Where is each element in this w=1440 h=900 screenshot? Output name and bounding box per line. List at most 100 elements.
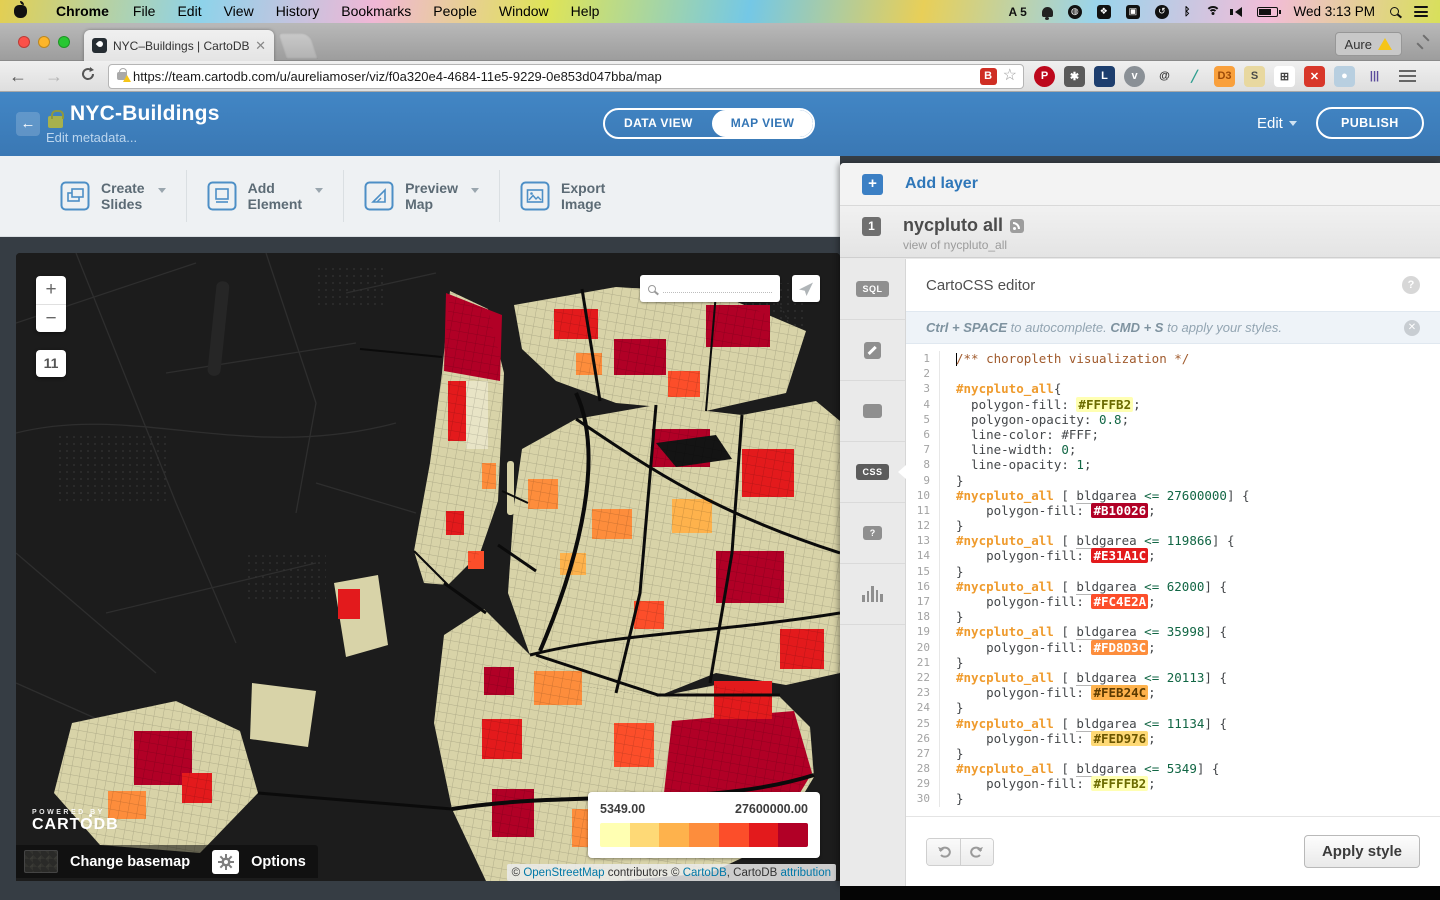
- redo-button[interactable]: [960, 838, 993, 865]
- tab-wizard[interactable]: [840, 320, 905, 381]
- preview-map-button[interactable]: Preview Map: [344, 170, 500, 222]
- back-button[interactable]: ←: [9, 65, 27, 86]
- add-layer-row[interactable]: + Add layer: [840, 163, 1440, 206]
- zoom-window-button[interactable]: [58, 36, 70, 48]
- scraper-icon[interactable]: S: [1244, 65, 1265, 87]
- code-line[interactable]: 18}: [906, 609, 1440, 625]
- at-mention-icon[interactable]: @: [1159, 70, 1170, 82]
- code-line[interactable]: 13 #nycpluto_all [ bldgarea <= 119866] {: [906, 533, 1440, 550]
- change-basemap-button[interactable]: Change basemap: [70, 853, 191, 870]
- menu-file[interactable]: File: [132, 3, 156, 19]
- minimize-window-button[interactable]: [38, 36, 50, 48]
- close-window-button[interactable]: [18, 36, 30, 48]
- https-warning-lock-icon[interactable]: [117, 68, 131, 82]
- code-line[interactable]: 22 #nycpluto_all [ bldgarea <= 20113] {: [906, 669, 1440, 686]
- edit-dropdown[interactable]: Edit: [1257, 115, 1297, 132]
- code-line[interactable]: 2: [906, 366, 1440, 382]
- create-slides-button[interactable]: Create Slides: [40, 170, 187, 222]
- layer-name[interactable]: nycpluto all: [903, 215, 1004, 235]
- export-image-button[interactable]: Export Image: [500, 170, 625, 222]
- locate-button[interactable]: [792, 275, 820, 302]
- dropbox-icon[interactable]: ❖: [1096, 4, 1111, 19]
- code-line[interactable]: 3 #nycpluto_all{: [906, 381, 1440, 397]
- menu-bookmarks[interactable]: Bookmarks: [341, 3, 412, 19]
- menu-people[interactable]: People: [433, 3, 477, 19]
- code-line[interactable]: 14 polygon-fill: #E31A1C;: [906, 548, 1440, 564]
- code-line[interactable]: 11 polygon-fill: #B10026;: [906, 502, 1440, 519]
- bookmark-star-icon[interactable]: ☆: [1002, 67, 1017, 84]
- code-line[interactable]: 1/** choropleth visualization */: [906, 351, 1440, 367]
- notifications-bell-icon[interactable]: [1041, 6, 1053, 20]
- new-tab-button[interactable]: [277, 33, 319, 59]
- code-line[interactable]: 15}: [906, 563, 1440, 579]
- layer-row[interactable]: 1 nycpluto all view of nycpluto_all: [840, 206, 1440, 258]
- code-line[interactable]: 21}: [906, 654, 1440, 670]
- wifi-icon[interactable]: [1205, 6, 1221, 17]
- url-text[interactable]: https://team.cartodb.com/u/aureliamoser/…: [133, 68, 662, 84]
- asterisk-icon[interactable]: ✱: [1064, 65, 1085, 87]
- code-line[interactable]: 29 polygon-fill: #FFFFB2;: [906, 776, 1440, 792]
- zoom-out-button[interactable]: −: [36, 304, 66, 332]
- help-icon[interactable]: ?: [1402, 276, 1420, 294]
- time-machine-icon[interactable]: ↺: [1154, 4, 1169, 19]
- password-lock-icon[interactable]: L: [1094, 65, 1115, 87]
- apple-menu-icon[interactable]: [14, 1, 27, 18]
- menu-window[interactable]: Window: [498, 3, 549, 19]
- cartodb-link[interactable]: CartoDB: [682, 866, 727, 879]
- tab-css[interactable]: CSS: [840, 442, 906, 503]
- code-line[interactable]: 25 #nycpluto_all [ bldgarea <= 11134] {: [906, 715, 1440, 732]
- code-line[interactable]: 16 #nycpluto_all [ bldgarea <= 62000] {: [906, 578, 1440, 595]
- publish-button[interactable]: PUBLISH: [1316, 107, 1424, 139]
- tab-data-view[interactable]: DATA VIEW: [624, 116, 693, 130]
- tab-sql[interactable]: SQL: [840, 259, 905, 320]
- cartocss-code-editor[interactable]: 1/** choropleth visualization */2 3 #nycpl…: [906, 345, 1440, 816]
- tab-close-icon[interactable]: ✕: [255, 38, 266, 53]
- code-line[interactable]: 6 line-color: #FFF;: [906, 426, 1440, 443]
- menu-edit[interactable]: Edit: [177, 3, 202, 19]
- menu-view[interactable]: View: [223, 3, 254, 19]
- profile-chip[interactable]: Aure: [1334, 32, 1402, 56]
- reload-button[interactable]: [72, 66, 104, 87]
- attribution-link[interactable]: attribution: [780, 866, 831, 879]
- back-to-dashboard-button[interactable]: ←: [16, 112, 40, 136]
- options-button[interactable]: Options: [251, 853, 306, 870]
- volume-icon[interactable]: [1230, 6, 1243, 17]
- openstreetmap-link[interactable]: OpenStreetMap: [523, 866, 605, 879]
- map-search-input[interactable]: [640, 275, 780, 302]
- code-line[interactable]: 20 polygon-fill: #FD8D3C;: [906, 639, 1440, 655]
- hint-close-icon[interactable]: ✕: [1404, 319, 1420, 336]
- add-element-button[interactable]: Add Element: [187, 170, 345, 222]
- map-canvas[interactable]: + − 11 5349.00 27600000.00 POWERED BY CA…: [16, 253, 840, 881]
- notification-center-icon[interactable]: [1414, 4, 1428, 20]
- menu-history[interactable]: History: [275, 3, 320, 19]
- zoom-in-button[interactable]: +: [45, 279, 57, 300]
- options-gear-button[interactable]: [212, 849, 240, 874]
- fullscreen-expand-icon[interactable]: [1416, 35, 1430, 49]
- code-line[interactable]: 7 line-width: 0;: [906, 442, 1440, 458]
- tab-map-view[interactable]: MAP VIEW: [711, 110, 814, 137]
- code-line[interactable]: 26 polygon-fill: #FED976;: [906, 730, 1440, 746]
- code-line[interactable]: 23 polygon-fill: #FEB24C;: [906, 685, 1440, 701]
- tab-legends[interactable]: ?: [840, 503, 905, 564]
- basemap-thumbnail[interactable]: [24, 850, 58, 873]
- truck-app-icon[interactable]: ▣: [1125, 4, 1140, 19]
- apply-style-button[interactable]: Apply style: [1303, 835, 1420, 868]
- browser-tab[interactable]: NYC–Buildings | CartoDB ✕: [84, 30, 274, 61]
- map-title[interactable]: NYC-Buildings: [70, 102, 220, 125]
- code-line[interactable]: 10 #nycpluto_all [ bldgarea <= 27600000] …: [906, 487, 1440, 504]
- code-line[interactable]: 9}: [906, 472, 1440, 488]
- menu-help[interactable]: Help: [570, 3, 600, 19]
- tab-infowindow[interactable]: [840, 381, 905, 442]
- code-line[interactable]: 24}: [906, 700, 1440, 716]
- app-circle-icon[interactable]: ◍: [1067, 4, 1082, 19]
- dev-tools-icon[interactable]: ✕: [1304, 65, 1325, 87]
- code-line[interactable]: 8 line-opacity: 1;: [906, 457, 1440, 473]
- d3-icon[interactable]: D3: [1214, 65, 1235, 87]
- forward-button[interactable]: →: [45, 65, 63, 86]
- eyedropper-icon[interactable]: ╱: [1191, 70, 1198, 83]
- code-line[interactable]: 4 polygon-fill: #FFFFB2;: [906, 396, 1440, 412]
- tab-filters[interactable]: [840, 564, 905, 625]
- code-line[interactable]: 30}: [906, 791, 1440, 807]
- undo-button[interactable]: [927, 838, 960, 865]
